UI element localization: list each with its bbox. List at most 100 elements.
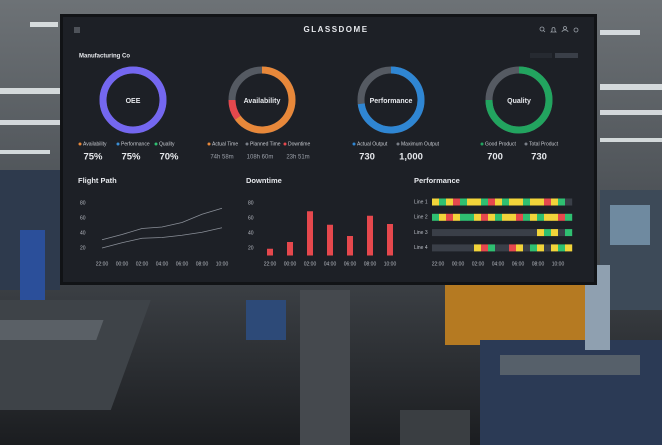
bar xyxy=(367,215,373,256)
line-series xyxy=(101,227,223,249)
filter-control[interactable] xyxy=(530,53,552,58)
status-segment xyxy=(446,213,454,221)
app-title: GLASSDOME xyxy=(303,25,368,34)
status-segment xyxy=(530,244,538,252)
legend-value: 108h 60m xyxy=(247,155,274,161)
legend-value: 23h 51m xyxy=(286,155,309,161)
legend-value: 730 xyxy=(531,152,547,163)
legend-swatch xyxy=(283,142,287,146)
status-segment xyxy=(467,229,475,237)
status-segment xyxy=(495,198,503,206)
status-segment xyxy=(488,213,496,221)
gauge-label: OEE xyxy=(126,98,141,105)
x-tick-label: 08:00 xyxy=(532,261,545,267)
status-segment xyxy=(509,244,517,252)
chart-title: Performance xyxy=(414,176,460,185)
status-segment xyxy=(439,198,447,206)
status-segment xyxy=(509,229,517,237)
legend-swatch xyxy=(78,142,82,146)
status-segment xyxy=(481,229,489,237)
menu-icon[interactable] xyxy=(74,27,80,33)
status-segment xyxy=(551,244,559,252)
x-tick-label: 22:00 xyxy=(264,261,277,267)
gauge-arc xyxy=(228,99,241,120)
x-tick-label: 04:00 xyxy=(492,261,505,267)
chart-title: Downtime xyxy=(246,176,282,185)
x-tick-label: 08:00 xyxy=(196,261,209,267)
status-segment xyxy=(551,198,559,206)
status-segment xyxy=(537,229,545,237)
header-icons[interactable] xyxy=(539,26,579,33)
status-segment xyxy=(516,244,524,252)
legend-swatch xyxy=(207,142,211,146)
status-segment xyxy=(495,244,503,252)
gauge-label: Quality xyxy=(507,98,531,105)
status-segment xyxy=(481,198,489,206)
x-tick-label: 22:00 xyxy=(432,261,445,267)
legend-swatch xyxy=(245,142,249,146)
x-tick-label: 00:00 xyxy=(116,261,129,267)
y-tick-label: 40 xyxy=(80,230,86,236)
status-segment xyxy=(565,229,573,237)
status-segment xyxy=(453,213,461,221)
status-segment xyxy=(516,198,524,206)
row-label: Line 2 xyxy=(414,215,428,221)
status-segment xyxy=(460,198,468,206)
status-segment xyxy=(530,213,538,221)
x-tick-label: 02:00 xyxy=(304,261,317,267)
status-segment xyxy=(502,198,510,206)
legend-swatch xyxy=(154,142,158,146)
legend-value: 75% xyxy=(121,152,141,163)
status-segment xyxy=(467,198,475,206)
status-segment xyxy=(502,229,510,237)
row-label: Line 1 xyxy=(414,199,428,205)
legend-swatch xyxy=(116,142,120,146)
status-segment xyxy=(502,213,510,221)
status-segment xyxy=(488,244,496,252)
gauge-arc xyxy=(485,66,553,134)
x-tick-label: 06:00 xyxy=(176,261,189,267)
status-segment xyxy=(551,229,559,237)
status-segment xyxy=(558,229,566,237)
status-segment xyxy=(565,213,573,221)
x-tick-label: 06:00 xyxy=(344,261,357,267)
x-tick-label: 04:00 xyxy=(156,261,169,267)
legend-value: 74h 58m xyxy=(210,155,233,161)
status-segment xyxy=(432,213,440,221)
status-segment xyxy=(467,213,475,221)
legend-value: 700 xyxy=(487,152,503,163)
line-series xyxy=(101,207,223,241)
status-segment xyxy=(439,229,447,237)
status-segment xyxy=(530,229,538,237)
status-segment xyxy=(474,213,482,221)
x-tick-label: 06:00 xyxy=(512,261,525,267)
y-tick-label: 20 xyxy=(248,245,254,251)
legend-label: Actual Output xyxy=(357,142,388,148)
legend-value: 70% xyxy=(159,152,179,163)
legend-label: Downtime xyxy=(288,142,310,148)
status-segment xyxy=(544,213,552,221)
x-tick-label: 04:00 xyxy=(324,261,337,267)
status-segment xyxy=(516,229,524,237)
x-tick-label: 08:00 xyxy=(364,261,377,267)
status-segment xyxy=(537,213,545,221)
status-segment xyxy=(460,229,468,237)
bar xyxy=(327,224,333,256)
filter-button[interactable] xyxy=(555,53,578,58)
status-segment xyxy=(523,244,531,252)
legend-swatch xyxy=(352,142,356,146)
status-segment xyxy=(453,198,461,206)
status-segment xyxy=(544,244,552,252)
status-segment xyxy=(446,229,454,237)
status-segment xyxy=(446,244,454,252)
y-tick-label: 20 xyxy=(80,245,86,251)
status-segment xyxy=(523,229,531,237)
ceiling-lights xyxy=(0,22,662,154)
gauge-arc xyxy=(234,66,296,134)
status-segment xyxy=(558,213,566,221)
status-segment xyxy=(509,213,517,221)
status-segment xyxy=(439,244,447,252)
gauge-arc xyxy=(99,66,167,134)
x-tick-label: 10:00 xyxy=(384,261,397,267)
status-segment xyxy=(467,244,475,252)
